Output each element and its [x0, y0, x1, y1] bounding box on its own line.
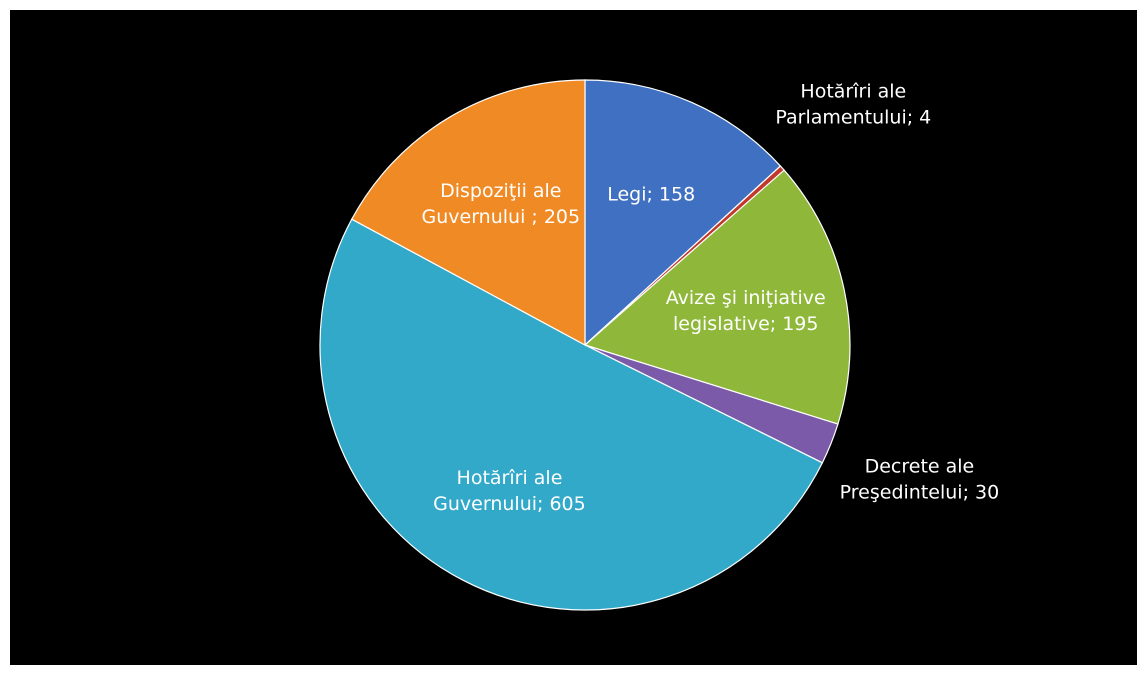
- label-line: Hotărîri ale: [800, 80, 906, 102]
- label-line: Guvernului; 605: [433, 492, 586, 514]
- pie-slice: [584, 79, 782, 347]
- data-label: Hotărîri ale Parlamentului; 4: [775, 80, 931, 128]
- data-label: Avize şi iniţiative legislative; 195: [666, 286, 826, 334]
- pie-slice: [319, 218, 824, 611]
- label-line: Decrete ale: [865, 455, 975, 477]
- pie-slice: [350, 79, 586, 347]
- label-line: Avize şi iniţiative: [666, 286, 826, 308]
- data-label: Decrete ale Preşedintelui; 30: [840, 455, 1000, 503]
- data-label: Hotărîri ale Guvernului; 605: [433, 466, 586, 514]
- label-line: Preşedintelui; 30: [840, 481, 1000, 503]
- label-line: Hotărîri ale: [457, 466, 563, 488]
- data-label: Legi; 158: [607, 183, 695, 205]
- label-line: Guvernului ; 205: [422, 205, 581, 227]
- label-line: Parlamentului; 4: [775, 106, 931, 128]
- data-label: Dispoziţii ale Guvernului ; 205: [422, 179, 581, 227]
- label-line: Dispoziţii ale: [440, 179, 561, 201]
- pie-slice: [583, 169, 851, 425]
- label-line: Legi; 158: [607, 183, 695, 205]
- label-line: legislative; 195: [673, 312, 819, 334]
